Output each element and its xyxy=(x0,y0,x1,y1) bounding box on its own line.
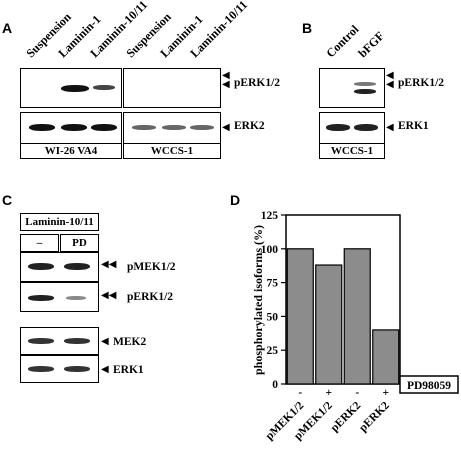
row-label-pmek: pMEK1/2 xyxy=(127,261,176,273)
treatment-sign: - xyxy=(355,387,359,399)
band xyxy=(61,124,87,131)
plot-frame xyxy=(285,214,401,385)
band xyxy=(162,125,186,130)
blot-perk-b xyxy=(319,68,385,108)
cell-line-label: WCCS-1 xyxy=(123,143,221,159)
y-tick-label: 100 xyxy=(261,244,279,256)
band xyxy=(91,124,117,131)
arrowhead: ◀ xyxy=(386,122,394,133)
treatment-sign: + xyxy=(325,387,332,399)
blot-erk2-wi26 xyxy=(20,112,122,144)
row-label-perk: pERK1/2 xyxy=(234,77,281,89)
y-tick-label: 125 xyxy=(261,210,279,222)
band xyxy=(354,89,376,94)
row-label-perk: pERK1/2 xyxy=(398,77,445,89)
band xyxy=(64,263,90,270)
bar xyxy=(343,248,371,385)
band xyxy=(28,366,54,372)
blot-perk-c xyxy=(20,282,99,312)
band xyxy=(354,124,378,131)
band xyxy=(190,125,214,130)
treatment-box xyxy=(399,375,459,394)
bar xyxy=(372,329,400,385)
row-label-erk1: ERK1 xyxy=(113,364,144,376)
y-tick-label: 0 xyxy=(272,379,278,391)
band xyxy=(28,263,54,270)
condition-pd: PD xyxy=(60,234,99,252)
arrowheads: ◀◀ xyxy=(101,290,117,301)
arrowheads: ◀◀ xyxy=(386,70,394,90)
cell-line-label: WI-26 VA4 xyxy=(20,143,122,159)
arrowhead: ◀ xyxy=(101,364,109,375)
blot-perk-wi26 xyxy=(20,68,122,108)
row-label-perk: pERK1/2 xyxy=(127,291,174,303)
arrowheads: ◀◀ xyxy=(101,259,117,270)
band xyxy=(29,124,55,131)
arrowhead: ◀ xyxy=(101,336,109,347)
y-tick-label: 50 xyxy=(267,311,279,323)
blot-perk-wccs xyxy=(123,68,221,108)
band xyxy=(354,82,376,86)
blot-erk1-c xyxy=(20,355,99,383)
x-tick-label: pERK2 xyxy=(357,399,392,434)
blot-erk1-b xyxy=(319,112,385,144)
condition-minus: – xyxy=(20,234,59,252)
band xyxy=(64,366,90,372)
panel-d-label: D xyxy=(230,192,241,208)
panel-c-label: C xyxy=(2,192,13,208)
cell-line-label: WCCS-1 xyxy=(319,143,385,159)
band xyxy=(326,124,350,131)
blot-mek2 xyxy=(20,327,99,355)
band xyxy=(28,338,54,344)
arrowhead: ◀ xyxy=(222,122,230,133)
band xyxy=(61,85,89,92)
row-label-mek2: MEK2 xyxy=(113,336,147,348)
blot-pmek xyxy=(20,252,99,282)
condition-header: Laminin-10/11 xyxy=(20,213,99,231)
y-tick-label: 25 xyxy=(267,345,279,357)
band xyxy=(66,296,86,300)
y-tick-label: 75 xyxy=(267,278,279,290)
treatment-sign: - xyxy=(298,387,302,399)
arrowheads: ◀◀ xyxy=(222,70,230,90)
panel-b-label: B xyxy=(302,20,313,36)
row-label-erk1: ERK1 xyxy=(398,120,429,132)
band xyxy=(64,338,90,344)
panel-a-label: A xyxy=(2,20,13,36)
bar xyxy=(286,248,314,385)
y-axis-label: phosphorylated isoforms (%) xyxy=(251,225,265,375)
row-label-erk2: ERK2 xyxy=(234,120,265,132)
band xyxy=(28,295,54,301)
treatment-label: PD98059 xyxy=(407,380,451,392)
band xyxy=(132,125,156,130)
band xyxy=(93,85,115,90)
treatment-sign: + xyxy=(382,387,389,399)
bar xyxy=(315,264,343,385)
x-tick-label: pERK2 xyxy=(329,399,364,434)
